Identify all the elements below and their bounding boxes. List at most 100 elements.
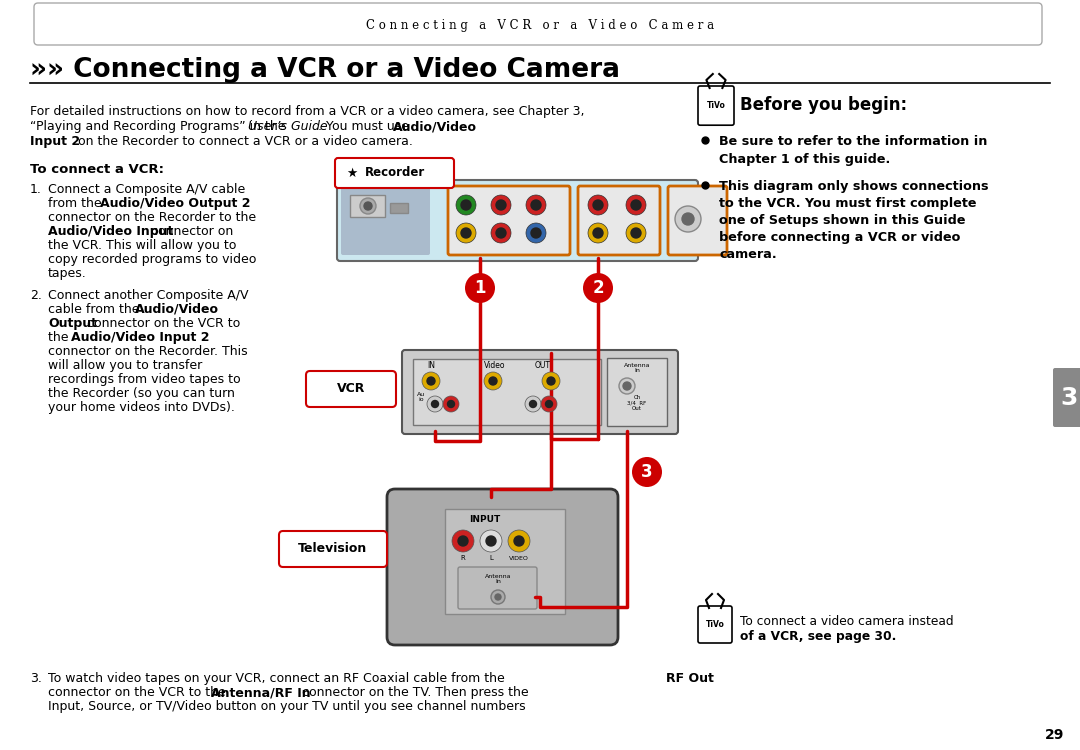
FancyBboxPatch shape: [578, 186, 660, 255]
Text: camera.: camera.: [719, 248, 777, 261]
Text: before connecting a VCR or video: before connecting a VCR or video: [719, 231, 960, 244]
Text: connector on the VCR to the: connector on the VCR to the: [48, 686, 230, 699]
FancyBboxPatch shape: [387, 489, 618, 645]
Circle shape: [456, 223, 476, 243]
Circle shape: [465, 273, 495, 303]
Circle shape: [422, 372, 440, 390]
Text: RF Out: RF Out: [666, 672, 714, 685]
Text: Antenna
In: Antenna In: [624, 362, 650, 374]
Text: tapes.: tapes.: [48, 267, 86, 280]
FancyBboxPatch shape: [1053, 368, 1080, 427]
Text: 3: 3: [642, 463, 652, 481]
Text: 3: 3: [1061, 386, 1078, 410]
Text: TiVo: TiVo: [706, 101, 726, 110]
Circle shape: [461, 228, 471, 238]
Text: 1.: 1.: [30, 183, 42, 196]
FancyBboxPatch shape: [448, 186, 570, 255]
Bar: [390, 203, 408, 213]
Circle shape: [427, 377, 435, 385]
Text: connector on the Recorder to the: connector on the Recorder to the: [48, 211, 256, 224]
Bar: [350, 195, 384, 217]
FancyBboxPatch shape: [698, 86, 734, 125]
Circle shape: [480, 530, 502, 552]
FancyBboxPatch shape: [306, 371, 396, 407]
Text: to the VCR. You must first complete: to the VCR. You must first complete: [719, 197, 976, 210]
Text: Input, Source, or TV/Video button on your TV until you see channel numbers: Input, Source, or TV/Video button on you…: [48, 700, 526, 713]
Circle shape: [542, 372, 561, 390]
FancyBboxPatch shape: [458, 567, 537, 609]
Text: Before you begin:: Before you begin:: [740, 96, 907, 114]
Circle shape: [546, 377, 555, 385]
Text: Audio/Video: Audio/Video: [135, 303, 219, 316]
Circle shape: [484, 372, 502, 390]
Text: 29: 29: [1045, 728, 1065, 742]
Text: will allow you to transfer: will allow you to transfer: [48, 359, 202, 372]
Text: Be sure to refer to the information in: Be sure to refer to the information in: [719, 135, 987, 148]
Circle shape: [508, 530, 530, 552]
FancyBboxPatch shape: [669, 186, 727, 255]
Circle shape: [623, 382, 631, 390]
Text: 2: 2: [592, 279, 604, 297]
Circle shape: [541, 396, 557, 412]
Text: connector on the VCR to: connector on the VCR to: [83, 317, 240, 330]
Circle shape: [443, 396, 459, 412]
Text: Output: Output: [48, 317, 97, 330]
Circle shape: [626, 223, 646, 243]
Text: L: L: [489, 555, 492, 561]
Text: Au
io: Au io: [417, 392, 426, 403]
Circle shape: [364, 202, 372, 210]
Text: C o n n e c t i n g   a   V C R   o r   a   V i d e o   C a m e r a: C o n n e c t i n g a V C R o r a V i d …: [366, 19, 714, 32]
Circle shape: [453, 530, 474, 552]
Text: VCR: VCR: [337, 382, 365, 395]
Text: ★: ★: [347, 166, 357, 179]
Circle shape: [432, 400, 438, 407]
Text: the Recorder (so you can turn: the Recorder (so you can turn: [48, 387, 234, 400]
Bar: [607, 358, 667, 426]
Circle shape: [588, 195, 608, 215]
Text: Video: Video: [484, 362, 505, 370]
Circle shape: [545, 400, 553, 407]
Text: To connect a VCR:: To connect a VCR:: [30, 163, 164, 176]
Circle shape: [588, 223, 608, 243]
Circle shape: [486, 536, 496, 546]
Circle shape: [631, 228, 642, 238]
FancyBboxPatch shape: [335, 158, 454, 188]
Circle shape: [632, 457, 662, 487]
Bar: [413, 359, 600, 425]
Text: For detailed instructions on how to record from a VCR or a video camera, see Cha: For detailed instructions on how to reco…: [30, 105, 584, 118]
Circle shape: [447, 400, 455, 407]
Circle shape: [675, 206, 701, 232]
Text: Antenna/RF In: Antenna/RF In: [211, 686, 311, 699]
Circle shape: [491, 195, 511, 215]
Text: copy recorded programs to video: copy recorded programs to video: [48, 253, 256, 266]
Circle shape: [526, 223, 546, 243]
Text: Antenna
In: Antenna In: [485, 574, 511, 584]
Circle shape: [525, 396, 541, 412]
Text: on the Recorder to connect a VCR or a video camera.: on the Recorder to connect a VCR or a vi…: [75, 135, 413, 148]
Bar: [445, 509, 565, 614]
Circle shape: [496, 200, 507, 210]
Circle shape: [619, 378, 635, 394]
Circle shape: [593, 200, 603, 210]
Text: 3.: 3.: [30, 672, 42, 685]
Circle shape: [593, 228, 603, 238]
Text: Connect a Composite A/V cable: Connect a Composite A/V cable: [48, 183, 245, 196]
Text: the: the: [48, 331, 72, 344]
Circle shape: [456, 195, 476, 215]
Text: To watch video tapes on your VCR, connect an RF Coaxial cable from the: To watch video tapes on your VCR, connec…: [48, 672, 509, 685]
Circle shape: [526, 195, 546, 215]
Text: This diagram only shows connections: This diagram only shows connections: [719, 180, 988, 193]
Text: Ch
3/4  RF
Out: Ch 3/4 RF Out: [627, 394, 647, 411]
Text: connector on: connector on: [147, 225, 233, 238]
Text: TiVo: TiVo: [705, 620, 725, 629]
Circle shape: [489, 377, 497, 385]
Text: R: R: [461, 555, 465, 561]
Circle shape: [631, 200, 642, 210]
Text: one of Setups shown in this Guide: one of Setups shown in this Guide: [719, 214, 966, 227]
Text: 2.: 2.: [30, 289, 42, 302]
Text: Audio/Video Output 2: Audio/Video Output 2: [100, 197, 251, 210]
Circle shape: [514, 536, 524, 546]
Circle shape: [626, 195, 646, 215]
Circle shape: [583, 273, 613, 303]
Text: connector on the TV. Then press the: connector on the TV. Then press the: [298, 686, 528, 699]
